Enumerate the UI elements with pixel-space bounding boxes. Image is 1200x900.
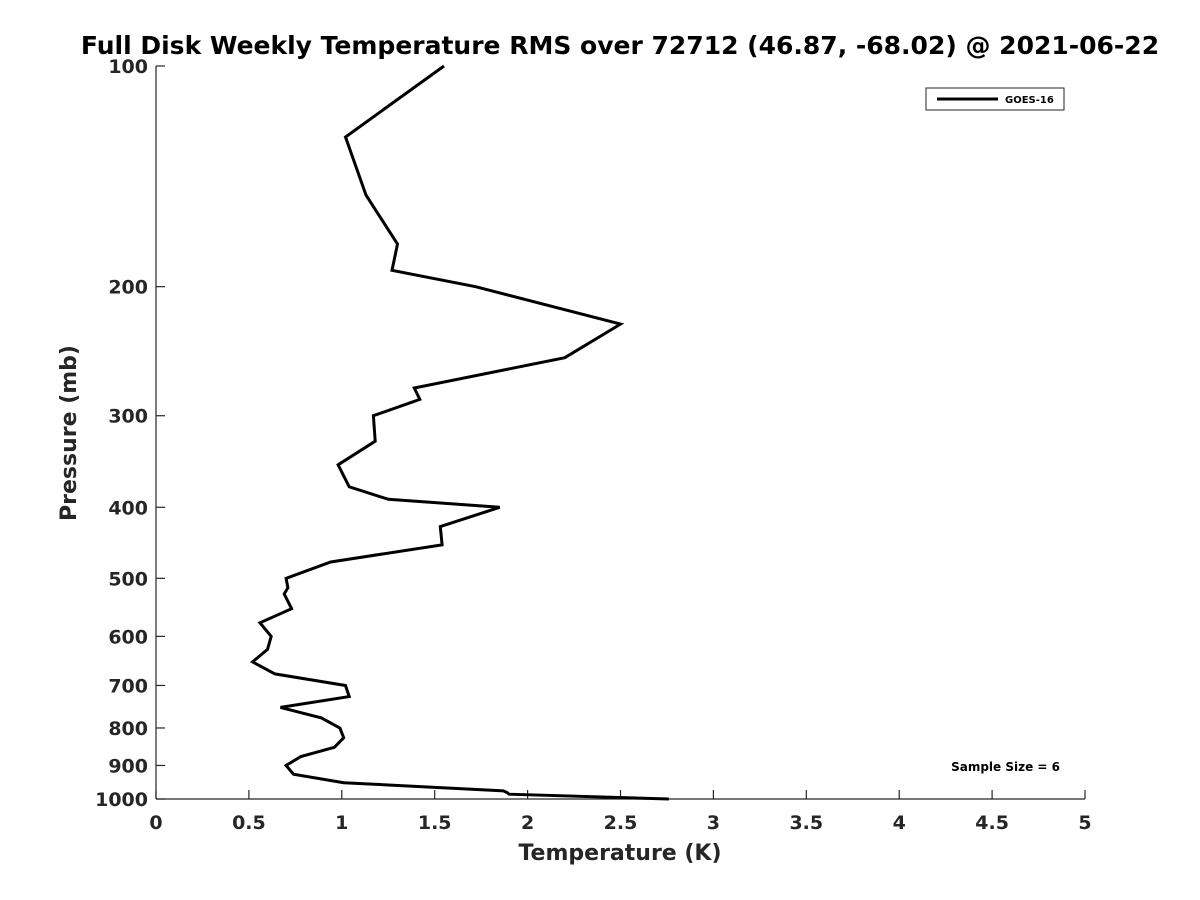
y-tick-label: 400 — [108, 497, 148, 519]
sample-size-annotation: Sample Size = 6 — [951, 760, 1060, 774]
plot-area: 0 0.5 1 1.5 2 2.5 3 3.5 4 4.5 5 100 200 300 400 500 600 7… — [95, 56, 1092, 834]
y-tick-label: 300 — [108, 406, 148, 428]
x-tick-label: 0 — [149, 812, 162, 834]
y-tick-label: 500 — [108, 568, 148, 590]
x-tick-label: 4 — [893, 812, 906, 834]
x-tick-label: 4.5 — [975, 812, 1009, 834]
x-tick-label: 5 — [1078, 812, 1091, 834]
legend: GOES-16 — [925, 87, 1065, 111]
x-tick-label: 3 — [707, 812, 720, 834]
series-line-goes-16 — [249, 64, 669, 801]
y-tick-label: 800 — [108, 718, 148, 740]
y-tick-label: 1000 — [95, 789, 148, 811]
x-tick-label: 3.5 — [789, 812, 823, 834]
y-axis-label: Pressure (mb) — [57, 345, 82, 521]
x-tick-label: 0.5 — [232, 812, 266, 834]
x-tick-label: 1.5 — [418, 812, 452, 834]
legend-label-goes-16: GOES-16 — [1005, 95, 1054, 106]
y-tick-label: 700 — [108, 675, 148, 697]
y-tick-label: 600 — [108, 626, 148, 648]
y-tick-label: 900 — [108, 755, 148, 777]
x-axis-label: Temperature (K) — [518, 841, 721, 866]
x-tick-label: 1 — [335, 812, 348, 834]
y-tick-label: 100 — [108, 56, 148, 78]
x-tick-label: 2.5 — [604, 812, 638, 834]
x-tick-label: 2 — [521, 812, 534, 834]
y-tick-label: 200 — [108, 277, 148, 299]
chart-title: Full Disk Weekly Temperature RMS over 72… — [81, 31, 1159, 60]
